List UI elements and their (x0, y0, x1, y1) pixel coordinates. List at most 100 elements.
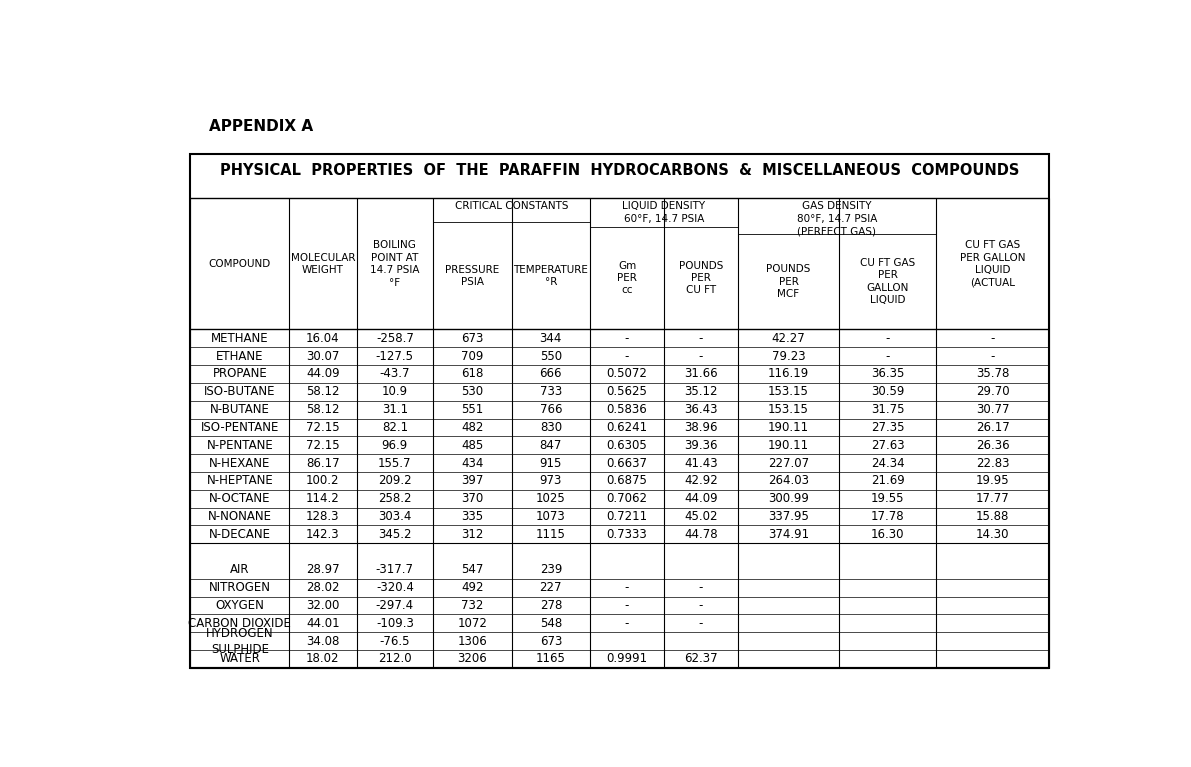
Text: N-HEPTANE: N-HEPTANE (206, 474, 273, 487)
Text: N-BUTANE: N-BUTANE (210, 403, 269, 416)
Text: 190.11: 190.11 (768, 421, 809, 434)
Text: BOILING
POINT AT
14.7 PSIA
°F: BOILING POINT AT 14.7 PSIA °F (370, 240, 419, 288)
Text: -: - (625, 617, 629, 630)
Text: 10.9: 10.9 (382, 385, 409, 398)
Text: 973: 973 (540, 474, 562, 487)
Text: -76.5: -76.5 (380, 634, 410, 647)
Text: 0.5625: 0.5625 (606, 385, 648, 398)
Text: 673: 673 (461, 332, 484, 345)
Text: 116.19: 116.19 (768, 367, 809, 380)
Text: 153.15: 153.15 (768, 403, 809, 416)
Text: 128.3: 128.3 (306, 510, 339, 523)
Text: 258.2: 258.2 (378, 492, 412, 505)
Text: 36.43: 36.43 (684, 403, 718, 416)
Text: 209.2: 209.2 (378, 474, 412, 487)
Text: 550: 550 (540, 350, 562, 363)
Text: 29.70: 29.70 (975, 385, 1009, 398)
Text: AIR: AIR (230, 564, 250, 577)
Text: 142.3: 142.3 (306, 528, 339, 541)
Text: 847: 847 (540, 439, 562, 452)
Text: 100.2: 100.2 (306, 474, 339, 487)
Text: 42.92: 42.92 (684, 474, 718, 487)
Text: 30.07: 30.07 (306, 350, 339, 363)
Text: -: - (699, 599, 703, 612)
Text: 0.6875: 0.6875 (606, 474, 648, 487)
Text: 1115: 1115 (536, 528, 566, 541)
Text: 16.30: 16.30 (871, 528, 904, 541)
Text: 153.15: 153.15 (768, 385, 809, 398)
Text: 72.15: 72.15 (306, 439, 339, 452)
Text: ISO-PENTANE: ISO-PENTANE (200, 421, 279, 434)
Text: -320.4: -320.4 (376, 581, 413, 594)
Text: PHYSICAL  PROPERTIES  OF  THE  PARAFFIN  HYDROCARBONS  &  MISCELLANEOUS  COMPOUN: PHYSICAL PROPERTIES OF THE PARAFFIN HYDR… (220, 163, 1019, 178)
Text: POUNDS
PER
CU FT: POUNDS PER CU FT (679, 261, 723, 295)
Text: -: - (625, 581, 629, 594)
Text: 41.43: 41.43 (684, 456, 718, 469)
Text: 38.96: 38.96 (684, 421, 718, 434)
Text: GAS DENSITY
80°F, 14.7 PSIA
(PERFECT GAS): GAS DENSITY 80°F, 14.7 PSIA (PERFECT GAS… (797, 201, 878, 236)
Text: 0.7333: 0.7333 (606, 528, 648, 541)
Text: 18.02: 18.02 (306, 653, 339, 666)
Text: 1072: 1072 (457, 617, 487, 630)
Text: 303.4: 303.4 (379, 510, 412, 523)
Text: CU FT GAS
PER GALLON
LIQUID
(ACTUAL: CU FT GAS PER GALLON LIQUID (ACTUAL (960, 240, 1025, 288)
Text: 530: 530 (461, 385, 484, 398)
Text: 312: 312 (461, 528, 484, 541)
Text: 915: 915 (540, 456, 562, 469)
Text: 82.1: 82.1 (382, 421, 409, 434)
Text: 35.12: 35.12 (684, 385, 718, 398)
Text: 548: 548 (540, 617, 562, 630)
Text: Gm
PER
cc: Gm PER cc (617, 261, 637, 295)
Text: 673: 673 (540, 634, 562, 647)
Text: 39.36: 39.36 (684, 439, 718, 452)
Text: PRESSURE
PSIA: PRESSURE PSIA (445, 265, 499, 287)
Text: 34.08: 34.08 (306, 634, 339, 647)
Text: WATER: WATER (219, 653, 260, 666)
Text: 19.95: 19.95 (975, 474, 1009, 487)
Text: 547: 547 (461, 564, 484, 577)
Text: 26.17: 26.17 (975, 421, 1010, 434)
Text: -: - (699, 350, 703, 363)
Text: 551: 551 (461, 403, 484, 416)
Text: -: - (886, 332, 890, 345)
Text: N-NONANE: N-NONANE (207, 510, 272, 523)
Text: 14.30: 14.30 (975, 528, 1009, 541)
Text: 32.00: 32.00 (306, 599, 339, 612)
Text: 0.7211: 0.7211 (606, 510, 648, 523)
Text: 227.07: 227.07 (768, 456, 809, 469)
Text: CU FT GAS
PER
GALLON
LIQUID: CU FT GAS PER GALLON LIQUID (860, 258, 916, 305)
Text: N-HEXANE: N-HEXANE (210, 456, 270, 469)
Text: 86.17: 86.17 (306, 456, 339, 469)
Text: 482: 482 (461, 421, 484, 434)
Text: 337.95: 337.95 (768, 510, 809, 523)
Text: 79.23: 79.23 (772, 350, 805, 363)
Text: 26.36: 26.36 (975, 439, 1009, 452)
Text: 485: 485 (461, 439, 484, 452)
Text: -43.7: -43.7 (380, 367, 410, 380)
Text: 335: 335 (461, 510, 484, 523)
Text: ISO-BUTANE: ISO-BUTANE (204, 385, 275, 398)
Text: 434: 434 (461, 456, 484, 469)
Text: 24.34: 24.34 (871, 456, 905, 469)
Text: 278: 278 (540, 599, 562, 612)
Text: 239: 239 (540, 564, 562, 577)
Text: N-OCTANE: N-OCTANE (210, 492, 270, 505)
Text: 212.0: 212.0 (378, 653, 412, 666)
Text: POUNDS
PER
MCF: POUNDS PER MCF (766, 264, 811, 299)
Text: 732: 732 (461, 599, 484, 612)
Text: ETHANE: ETHANE (216, 350, 263, 363)
Text: 42.27: 42.27 (772, 332, 805, 345)
Text: 374.91: 374.91 (768, 528, 809, 541)
Text: 709: 709 (461, 350, 484, 363)
Text: CRITICAL CONSTANTS: CRITICAL CONSTANTS (455, 201, 568, 211)
Text: 0.6241: 0.6241 (606, 421, 648, 434)
Text: 30.77: 30.77 (975, 403, 1009, 416)
Text: 31.1: 31.1 (382, 403, 409, 416)
Text: 19.55: 19.55 (871, 492, 904, 505)
Text: COMPOUND: COMPOUND (208, 259, 270, 269)
Text: 345.2: 345.2 (378, 528, 412, 541)
Text: N-PENTANE: N-PENTANE (206, 439, 273, 452)
Text: -109.3: -109.3 (376, 617, 413, 630)
Text: -317.7: -317.7 (376, 564, 413, 577)
Text: 96.9: 96.9 (382, 439, 409, 452)
